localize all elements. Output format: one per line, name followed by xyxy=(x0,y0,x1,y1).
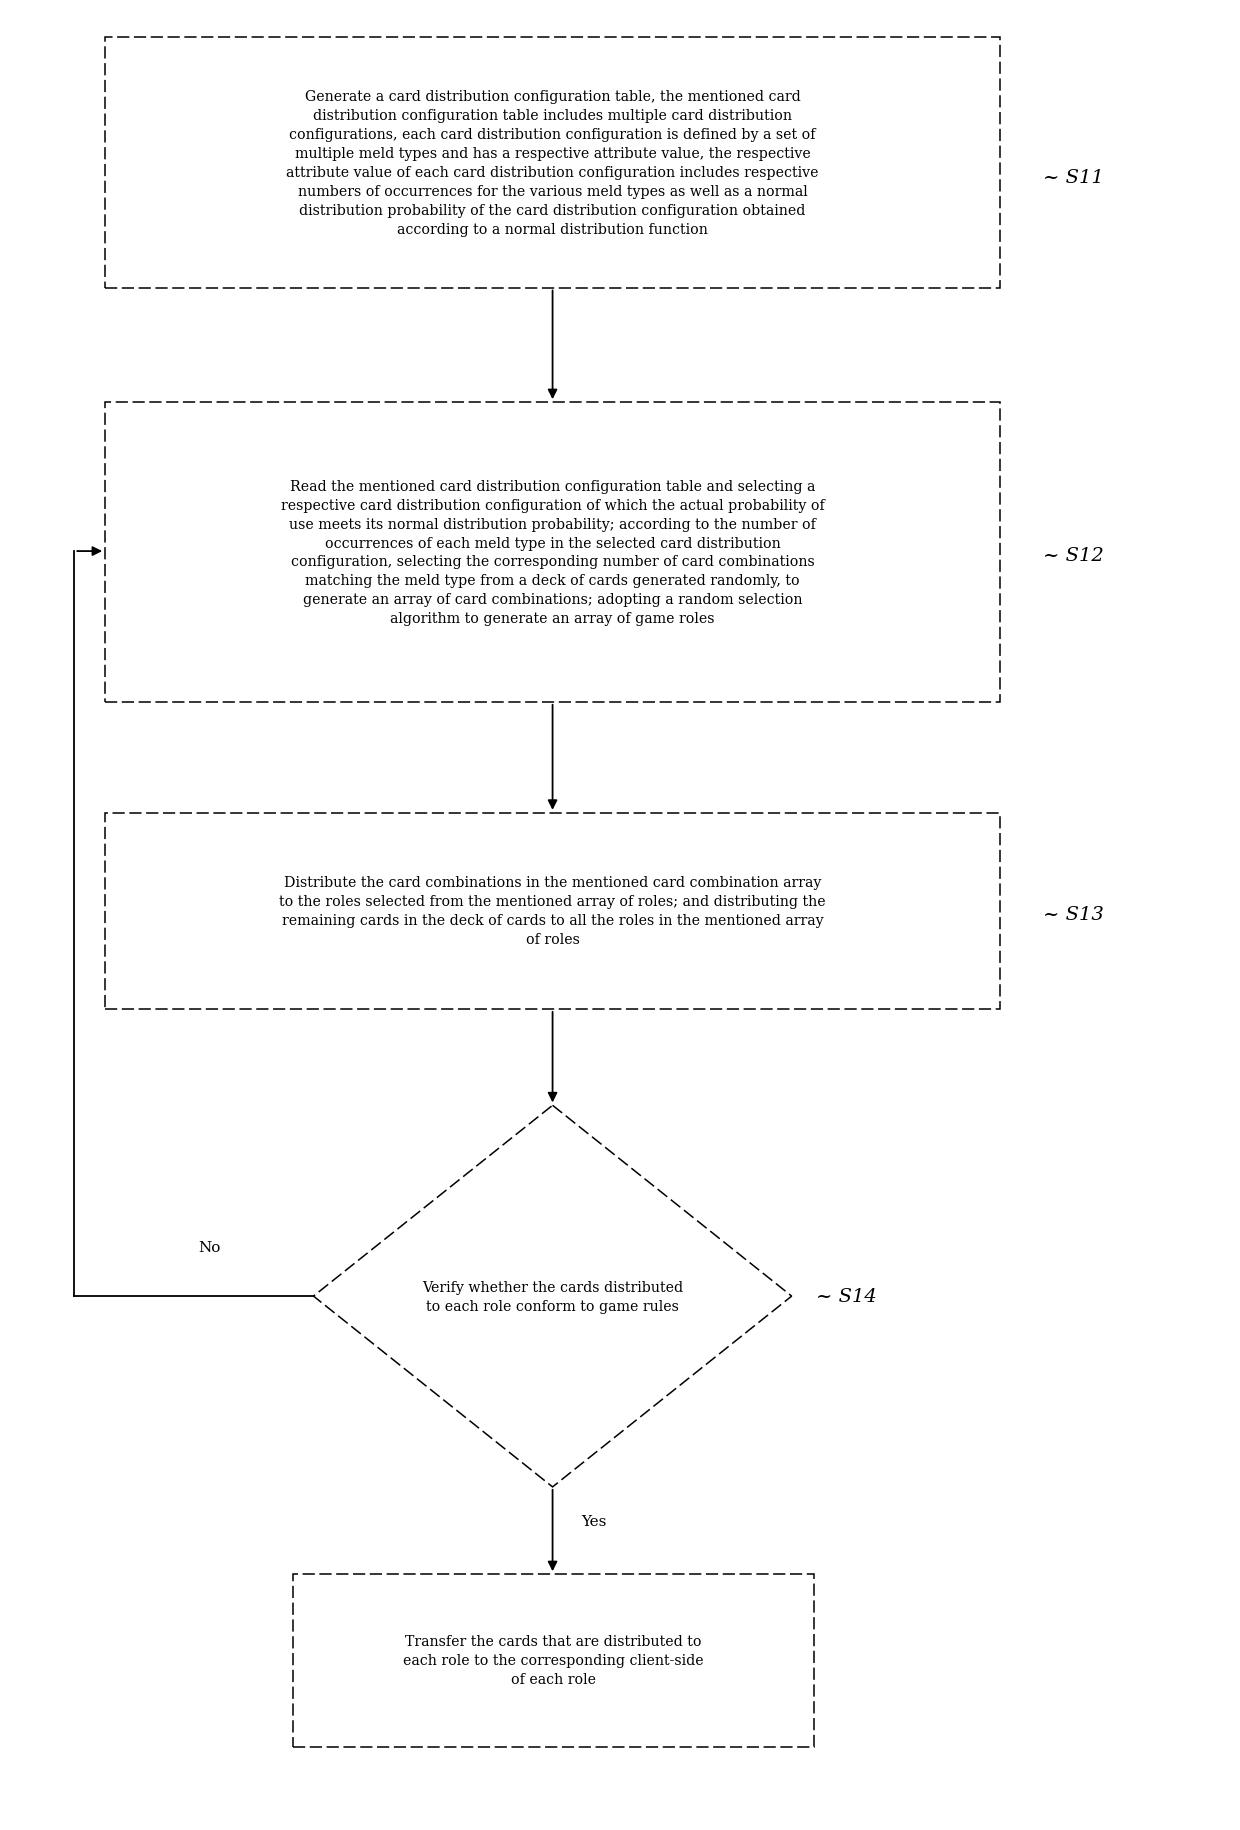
Text: Read the mentioned card distribution configuration table and selecting a
respect: Read the mentioned card distribution con… xyxy=(280,479,825,626)
Bar xyxy=(293,1574,813,1748)
Bar xyxy=(105,38,1001,289)
Polygon shape xyxy=(314,1105,791,1488)
Bar xyxy=(105,813,1001,1010)
Text: Yes: Yes xyxy=(580,1513,606,1528)
Text: Verify whether the cards distributed
to each role conform to game rules: Verify whether the cards distributed to … xyxy=(422,1279,683,1312)
Text: Generate a card distribution configuration table, the mentioned card
distributio: Generate a card distribution configurati… xyxy=(286,90,818,236)
Text: Transfer the cards that are distributed to
each role to the corresponding client: Transfer the cards that are distributed … xyxy=(403,1634,703,1687)
Text: ~ S13: ~ S13 xyxy=(1043,906,1104,924)
Bar xyxy=(105,403,1001,703)
Text: Distribute the card combinations in the mentioned card combination array
to the : Distribute the card combinations in the … xyxy=(279,877,826,946)
Text: ~ S11: ~ S11 xyxy=(1043,168,1104,187)
Text: No: No xyxy=(198,1241,221,1255)
Text: ~ S14: ~ S14 xyxy=(816,1286,877,1305)
Text: ~ S12: ~ S12 xyxy=(1043,547,1104,564)
